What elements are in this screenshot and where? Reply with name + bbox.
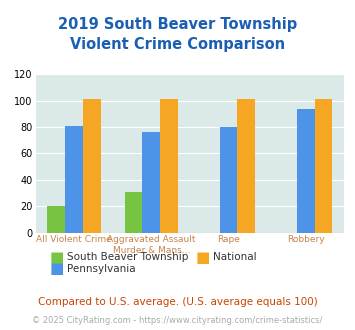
Bar xyxy=(160,99,178,233)
Bar xyxy=(297,109,315,233)
Bar xyxy=(315,99,332,233)
Text: ■: ■ xyxy=(50,250,64,265)
Text: Compared to U.S. average. (U.S. average equals 100): Compared to U.S. average. (U.S. average … xyxy=(38,297,317,307)
Bar xyxy=(237,99,255,233)
Text: Pennsylvania: Pennsylvania xyxy=(67,264,136,274)
Text: © 2025 CityRating.com - https://www.cityrating.com/crime-statistics/: © 2025 CityRating.com - https://www.city… xyxy=(32,316,323,325)
Bar xyxy=(48,206,65,233)
Text: 2019 South Beaver Township
Violent Crime Comparison: 2019 South Beaver Township Violent Crime… xyxy=(58,17,297,52)
Text: ■: ■ xyxy=(195,250,209,265)
Bar xyxy=(83,99,101,233)
Bar xyxy=(65,126,83,233)
Bar xyxy=(142,132,160,233)
Bar xyxy=(125,192,142,233)
Bar xyxy=(220,127,237,233)
Text: ■: ■ xyxy=(50,261,64,277)
Text: South Beaver Township: South Beaver Township xyxy=(67,252,189,262)
Text: National: National xyxy=(213,252,257,262)
